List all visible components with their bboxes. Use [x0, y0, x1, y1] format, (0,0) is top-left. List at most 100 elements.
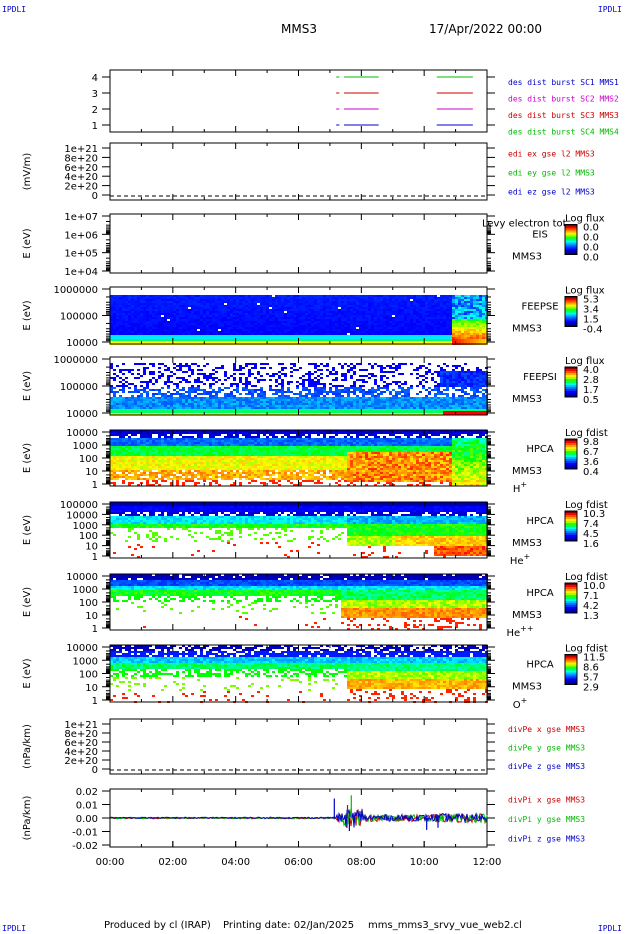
heatmap-cell: [149, 297, 152, 299]
heatmap-cell: [245, 385, 248, 387]
heatmap-cell: [206, 315, 209, 317]
heatmap-cell: [206, 303, 209, 305]
heatmap-cell: [437, 327, 440, 329]
heatmap-cell: [353, 333, 356, 335]
heatmap-cell: [233, 405, 236, 407]
heatmap-cell: [248, 373, 251, 375]
heatmap-cell: [287, 377, 290, 379]
heatmap-cell: [272, 333, 275, 335]
heatmap-cell: [200, 307, 203, 309]
heatmap-cell: [410, 335, 413, 337]
heatmap-cell: [134, 367, 137, 369]
heatmap-cell: [185, 341, 188, 343]
heatmap-cell: [443, 329, 446, 331]
heatmap-cell: [251, 327, 254, 329]
heatmap-cell: [272, 315, 275, 317]
heatmap-cell: [236, 325, 239, 327]
heatmap-cell: [209, 383, 212, 385]
heatmap-cell: [248, 413, 251, 415]
heatmap-cell: [173, 313, 176, 315]
heatmap-cell: [146, 335, 149, 337]
heatmap-cell: [131, 375, 134, 377]
heatmap-cell: [194, 327, 197, 329]
heatmap-cell: [221, 325, 224, 327]
heatmap-cell: [416, 295, 419, 297]
heatmap-cell: [266, 335, 269, 337]
heatmap-cell: [128, 315, 131, 317]
heatmap-cell: [146, 327, 149, 329]
heatmap-cell: [173, 325, 176, 327]
heatmap-cell: [158, 299, 161, 301]
heatmap-cell: [377, 301, 380, 303]
heatmap-cell: [398, 327, 401, 329]
heatmap-cell: [125, 299, 128, 301]
heatmap-cell: [176, 381, 179, 383]
heatmap-cell: [476, 327, 479, 329]
heatmap-cell: [227, 305, 230, 307]
heatmap-cell: [455, 303, 458, 305]
heatmap-cell: [263, 309, 266, 311]
heatmap-cell: [236, 337, 239, 339]
heatmap-cell: [215, 369, 218, 371]
heatmap-cell: [305, 325, 308, 327]
heatmap-cell: [143, 405, 146, 407]
heatmap-cell: [155, 401, 158, 403]
heatmap-cell: [227, 381, 230, 383]
heatmap-cell: [416, 315, 419, 317]
heatmap-cell: [185, 305, 188, 307]
heatmap-cell: [209, 309, 212, 311]
heatmap-cell: [116, 319, 119, 321]
heatmap-cell: [116, 401, 119, 403]
heatmap-cell: [230, 391, 233, 393]
heatmap-cell: [179, 303, 182, 305]
heatmap-cell: [134, 297, 137, 299]
heatmap-cell: [272, 307, 275, 309]
heatmap-cell: [143, 317, 146, 319]
heatmap-cell: [383, 327, 386, 329]
heatmap-cell: [230, 303, 233, 305]
heatmap-cell: [335, 337, 338, 339]
heatmap-cell: [161, 413, 164, 415]
heatmap-cell: [428, 301, 431, 303]
heatmap-cell: [341, 329, 344, 331]
heatmap-cell: [245, 339, 248, 341]
heatmap-cell: [131, 383, 134, 385]
heatmap-cell: [215, 295, 218, 297]
heatmap-cell: [347, 335, 350, 337]
heatmap-cell: [152, 395, 155, 397]
heatmap-cell: [209, 315, 212, 317]
heatmap-cell: [155, 313, 158, 315]
heatmap-cell: [293, 333, 296, 335]
heatmap-cell: [449, 303, 452, 305]
heatmap-cell: [410, 331, 413, 333]
heatmap-cell: [194, 367, 197, 369]
heatmap-cell: [167, 385, 170, 387]
heatmap-cell: [203, 363, 206, 365]
heatmap-cell: [275, 319, 278, 321]
heatmap-cell: [314, 327, 317, 329]
heatmap-cell: [251, 375, 254, 377]
heatmap-cell: [218, 399, 221, 401]
heatmap-cell: [302, 333, 305, 335]
heatmap-cell: [185, 317, 188, 319]
heatmap-cell: [227, 389, 230, 391]
heatmap-cell: [113, 405, 116, 407]
heatmap-cell: [407, 297, 410, 299]
heatmap-cell: [437, 329, 440, 331]
heatmap-cell: [290, 313, 293, 315]
heatmap-cell: [188, 341, 191, 343]
heatmap-cell: [143, 339, 146, 341]
heatmap-cell: [137, 375, 140, 377]
heatmap-cell: [296, 331, 299, 333]
heatmap-cell: [281, 299, 284, 301]
y-tick-label: 1e+06: [64, 230, 98, 241]
heatmap-cell: [263, 383, 266, 385]
heatmap-cell: [143, 319, 146, 321]
heatmap-cell: [314, 305, 317, 307]
heatmap-cell: [182, 313, 185, 315]
heatmap-cell: [380, 301, 383, 303]
y-tick-label: 4: [92, 73, 98, 84]
heatmap-cell: [212, 313, 215, 315]
heatmap-cell: [293, 381, 296, 383]
heatmap-cell: [188, 303, 191, 305]
